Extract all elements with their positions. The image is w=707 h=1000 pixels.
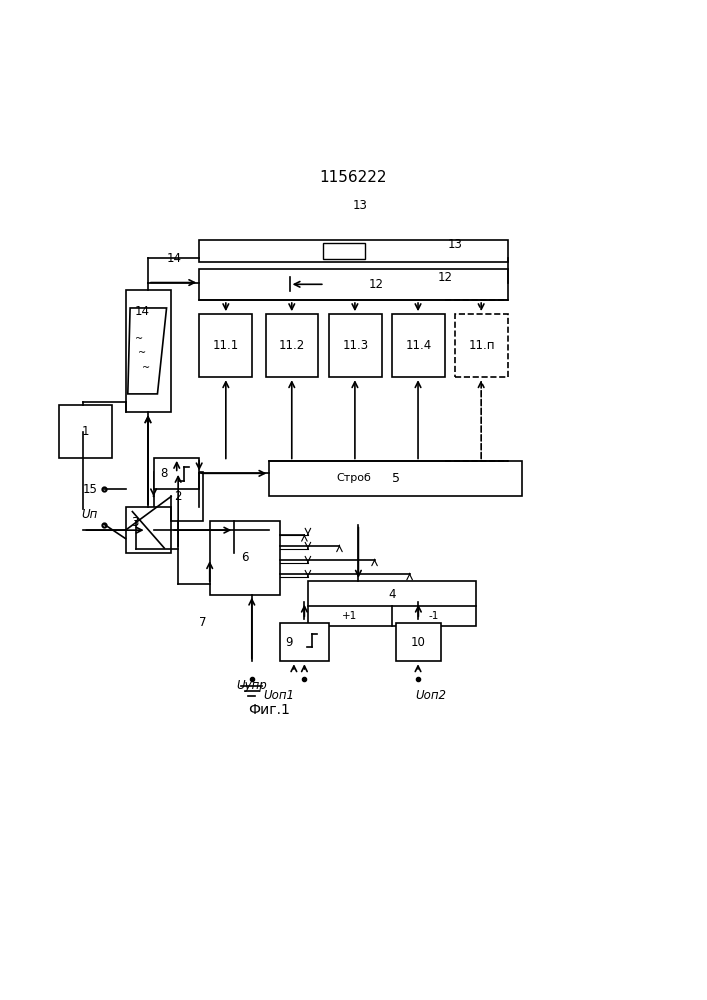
Bar	[199, 269, 508, 300]
Text: Строб: Строб	[336, 473, 371, 483]
Text: 11.п: 11.п	[468, 339, 495, 352]
Text: 11.1: 11.1	[212, 339, 238, 352]
Bar	[322, 243, 365, 259]
Bar	[329, 314, 382, 377]
Text: 11.2: 11.2	[279, 339, 305, 352]
Text: Uп: Uп	[81, 508, 98, 521]
Text: 13: 13	[352, 199, 367, 212]
Text: Uоп1: Uоп1	[263, 689, 294, 702]
Text: Фиг.1: Фиг.1	[248, 703, 291, 717]
Text: 6: 6	[241, 551, 249, 564]
Text: 2: 2	[175, 490, 182, 503]
Bar	[126, 507, 171, 553]
Text: 1156222: 1156222	[320, 170, 387, 185]
Bar	[280, 623, 329, 661]
Text: 14: 14	[134, 305, 150, 318]
Text: 4: 4	[388, 588, 396, 601]
Text: -1: -1	[429, 611, 439, 621]
Text: ~: ~	[134, 334, 143, 344]
Text: +1: +1	[342, 611, 358, 621]
Text: 11.3: 11.3	[342, 339, 368, 352]
Text: Uоп2: Uоп2	[415, 689, 446, 702]
Bar	[199, 240, 508, 262]
Text: 3: 3	[131, 516, 139, 529]
Bar	[396, 623, 441, 661]
Bar	[153, 472, 203, 521]
Text: 12: 12	[438, 271, 452, 284]
Text: 1: 1	[81, 425, 89, 438]
Bar	[199, 314, 252, 377]
Text: 11.4: 11.4	[405, 339, 431, 352]
Text: 9: 9	[286, 636, 293, 649]
Bar	[153, 458, 199, 489]
Bar	[126, 290, 171, 412]
Bar	[308, 581, 477, 626]
Bar	[269, 461, 522, 496]
Text: 13: 13	[448, 238, 462, 251]
Text: ~: ~	[141, 363, 150, 373]
Text: 15: 15	[83, 483, 98, 496]
Text: 5: 5	[392, 472, 399, 485]
Text: 7: 7	[199, 616, 206, 629]
Text: 10: 10	[411, 636, 426, 649]
Text: 14: 14	[167, 252, 182, 265]
Bar	[210, 521, 280, 595]
Bar	[455, 314, 508, 377]
Text: ~: ~	[138, 348, 146, 358]
Bar	[392, 314, 445, 377]
Bar	[59, 405, 112, 458]
Text: 12: 12	[369, 278, 384, 291]
Text: Uупр: Uупр	[236, 679, 267, 692]
Text: 8: 8	[160, 467, 168, 480]
Bar	[266, 314, 318, 377]
